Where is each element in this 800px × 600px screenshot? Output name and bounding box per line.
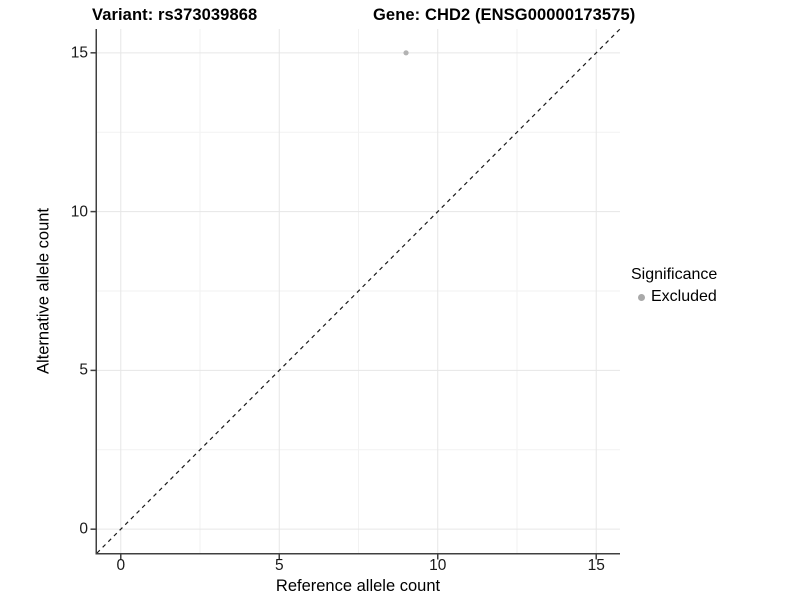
legend-key [631,288,651,306]
legend: Significance Excluded [631,266,717,306]
y-tick-label: 15 [70,44,88,62]
y-axis-title: Alternative allele count [34,207,53,375]
plot-title-gene: Gene: CHD2 (ENSG00000173575) [373,6,636,24]
data-point-excluded [403,50,409,56]
x-axis-title: Reference allele count [275,577,441,595]
plot-title-variant: Variant: rs373039868 [92,6,258,24]
y-tick-label: 0 [79,520,88,538]
x-tick-label: 0 [116,557,126,574]
identity-dashed-line [96,28,621,554]
point-icon [637,293,645,301]
legend-item-label: Excluded [651,288,717,305]
y-tick-label: 10 [70,202,88,220]
x-tick-label: 5 [274,557,284,574]
legend-item-excluded: Excluded [631,288,717,306]
x-tick-label: 15 [587,557,605,574]
legend-title: Significance [631,266,718,283]
x-tick-label: 10 [429,557,447,574]
y-tick-label: 5 [79,361,88,379]
